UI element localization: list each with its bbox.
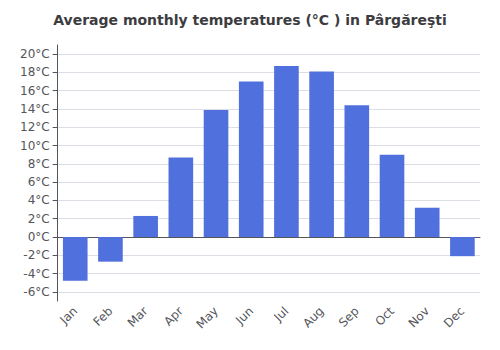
svg-text:Mar: Mar	[125, 304, 151, 330]
svg-text:Jun: Jun	[232, 304, 256, 328]
svg-text:Apr: Apr	[161, 304, 186, 329]
svg-text:4°C: 4°C	[28, 193, 50, 207]
svg-text:14°C: 14°C	[20, 102, 50, 116]
svg-text:Feb: Feb	[90, 304, 115, 329]
svg-text:-6°C: -6°C	[23, 285, 49, 299]
svg-text:10°C: 10°C	[20, 139, 50, 153]
svg-text:18°C: 18°C	[20, 65, 50, 79]
svg-text:12°C: 12°C	[20, 120, 50, 134]
svg-text:6°C: 6°C	[28, 175, 50, 189]
svg-text:-2°C: -2°C	[23, 248, 49, 262]
svg-text:Jan: Jan	[57, 304, 81, 328]
svg-text:20°C: 20°C	[20, 47, 50, 61]
svg-text:Average monthly temperatures (: Average monthly temperatures (°C ) in Pâ…	[53, 12, 447, 28]
svg-text:Aug: Aug	[300, 304, 326, 330]
svg-text:Sep: Sep	[336, 304, 362, 330]
svg-text:2°C: 2°C	[28, 212, 50, 226]
svg-text:Nov: Nov	[406, 304, 432, 330]
svg-text:Jul: Jul	[271, 304, 292, 325]
svg-text:Oct: Oct	[372, 304, 397, 329]
svg-text:8°C: 8°C	[28, 157, 50, 171]
svg-text:0°C: 0°C	[28, 230, 50, 244]
svg-text:16°C: 16°C	[20, 84, 50, 98]
svg-text:-4°C: -4°C	[23, 267, 49, 281]
svg-text:May: May	[194, 304, 221, 331]
svg-text:Dec: Dec	[441, 304, 467, 330]
